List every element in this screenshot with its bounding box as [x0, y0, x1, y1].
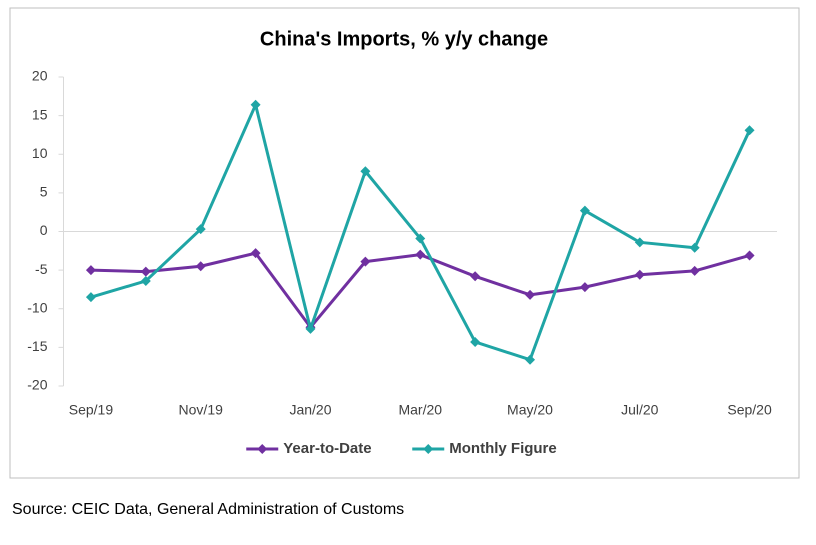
data-point [525, 354, 536, 365]
y-tick-label: 15 [32, 106, 48, 122]
data-point [689, 242, 700, 253]
data-point [250, 248, 261, 259]
x-tick-label: Sep/19 [69, 402, 114, 418]
data-point [579, 282, 590, 293]
y-tick-label: -20 [27, 377, 47, 393]
data-point [305, 323, 316, 334]
y-tick-label: -10 [27, 299, 47, 315]
data-point [140, 275, 151, 286]
chart-frame [9, 7, 800, 479]
data-point [470, 336, 481, 347]
data-point [689, 265, 700, 276]
data-point [525, 289, 536, 300]
data-point [744, 250, 755, 261]
data-point [744, 125, 755, 136]
x-tick-label: Nov/19 [179, 402, 224, 418]
source-note: Source: CEIC Data, General Administratio… [12, 501, 404, 518]
data-point [470, 271, 481, 282]
data-point [360, 256, 371, 267]
legend-marker [423, 444, 434, 454]
y-tick-label: 0 [40, 222, 48, 238]
y-tick-label: 10 [32, 145, 48, 161]
data-point [579, 205, 590, 216]
y-tick-label: 20 [32, 68, 48, 84]
y-tick-label: -5 [35, 261, 48, 277]
chart-title: China's Imports, % y/y change [260, 28, 548, 50]
data-point [85, 292, 96, 303]
data-point [360, 166, 371, 177]
data-point [195, 224, 206, 235]
data-point [195, 261, 206, 272]
data-point [415, 233, 426, 244]
y-tick-label: 5 [40, 184, 48, 200]
legend-label: Year-to-Date [283, 440, 371, 457]
data-point [250, 99, 261, 110]
data-point [634, 269, 645, 280]
legend-marker [257, 444, 268, 454]
data-point [85, 265, 96, 276]
data-point [140, 266, 151, 277]
legend-label: Monthly Figure [449, 440, 557, 457]
x-tick-label: Mar/20 [398, 402, 442, 418]
x-tick-label: Jan/20 [289, 402, 331, 418]
x-tick-label: May/20 [507, 402, 553, 418]
data-point [634, 237, 645, 248]
y-tick-label: -15 [27, 338, 47, 354]
x-tick-label: Sep/20 [727, 402, 772, 418]
data-point [415, 249, 426, 260]
x-tick-label: Jul/20 [621, 402, 659, 418]
